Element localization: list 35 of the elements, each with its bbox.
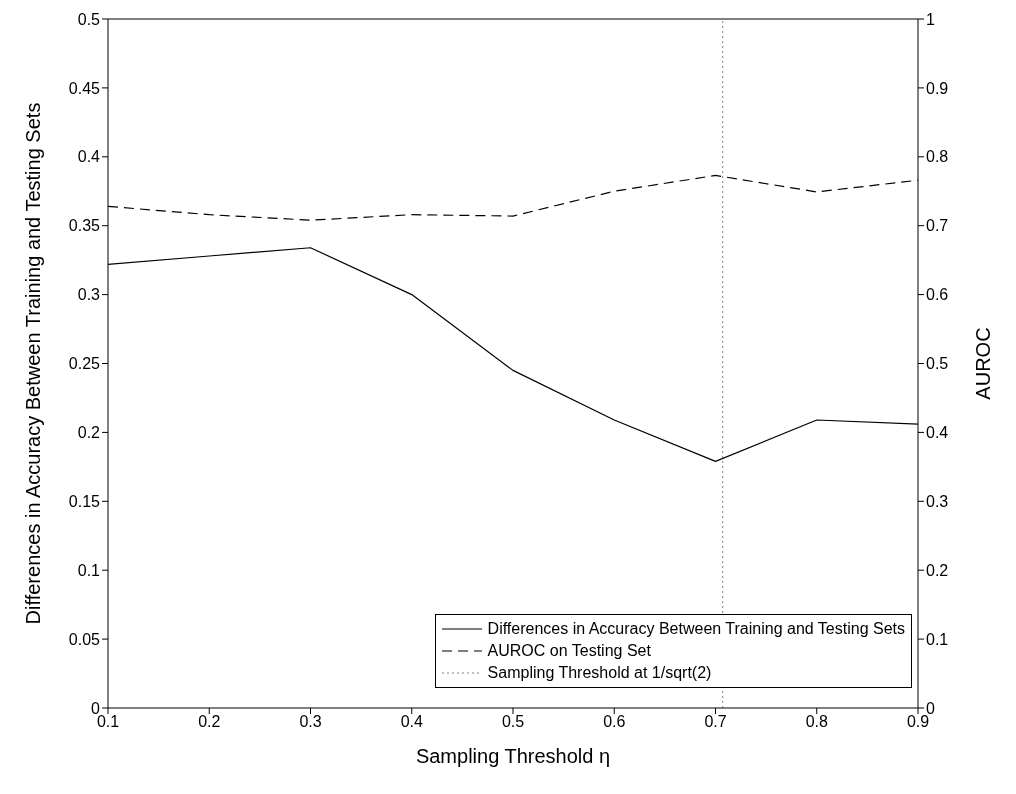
y-tick-label: 0.3 [77,286,101,304]
y2-tick-label: 0.5 [926,355,949,373]
x-tick-label: 0.5 [501,713,525,731]
y2-tick-label: 0.3 [926,492,949,510]
y-tick-label: 0.4 [77,148,101,166]
y2-tick-label: 0.4 [926,424,949,442]
x-tick-label: 0.8 [805,713,828,731]
x-axis-title: Sampling Threshold η [415,745,611,767]
x-tick-label: 0.3 [299,713,322,731]
y-tick-label: 0.2 [77,424,101,442]
y2-tick-label: 0.1 [926,630,949,648]
ref-line-label: Sampling Threshold at 1/sqrt(2) [487,663,712,683]
x-tick-label: 0.6 [603,713,626,731]
y2-tick-label: 0.9 [926,79,949,97]
x-tick-label: 0.4 [400,713,423,731]
y2-tick-label: 0.2 [926,561,949,579]
y2-tick-label: 0.6 [926,286,949,304]
y-tick-label: 0.1 [77,561,101,579]
y-tick-label: 0.05 [68,630,101,648]
y2-tick-label: 0.8 [926,148,949,166]
y-tick-label: 0.15 [68,492,101,510]
y-tick-label: 0.25 [68,355,101,373]
x-tick-label: 0.1 [96,713,120,731]
legend-label: Differences in Accuracy Between Training and Testing Sets [487,619,905,639]
y2-tick-label: 0.7 [926,217,949,235]
y-tick-label: 0.5 [77,10,101,28]
y-tick-label: 0.45 [68,79,101,97]
y2-tick-label: 1 [926,10,935,28]
y-tick-label: 0.35 [68,217,101,235]
x-tick-label: 0.7 [704,713,727,731]
x-tick-label: 0.2 [198,713,221,731]
legend-label: AUROC on Testing Set [487,641,651,661]
x-tick-label: 0.9 [906,713,930,731]
y2-axis-title: AUROC [972,327,995,400]
y-axis-title: Differences in Accuracy Between Training and Testing Sets [22,102,45,625]
